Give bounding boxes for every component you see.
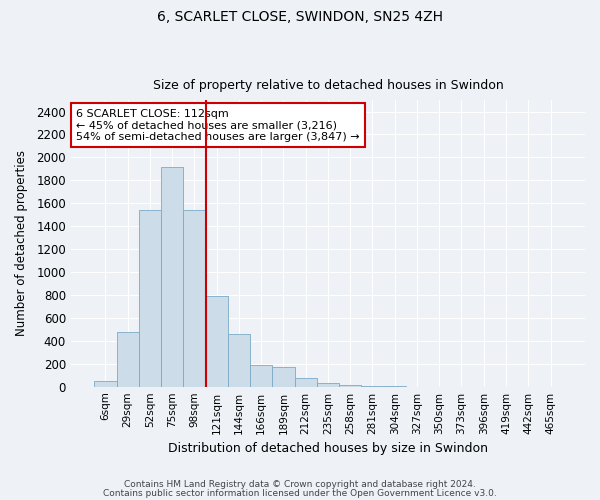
Bar	[184, 210, 206, 386]
Bar	[295, 378, 317, 386]
X-axis label: Distribution of detached houses by size in Swindon: Distribution of detached houses by size …	[168, 442, 488, 455]
Text: Contains public sector information licensed under the Open Government Licence v3: Contains public sector information licen…	[103, 489, 497, 498]
Bar	[161, 166, 184, 386]
Bar	[228, 334, 250, 386]
Bar	[250, 366, 272, 386]
Bar	[116, 332, 139, 386]
Bar	[272, 366, 295, 386]
Bar	[339, 384, 361, 386]
Bar	[139, 210, 161, 386]
Bar	[206, 296, 228, 386]
Text: 6, SCARLET CLOSE, SWINDON, SN25 4ZH: 6, SCARLET CLOSE, SWINDON, SN25 4ZH	[157, 10, 443, 24]
Bar	[317, 383, 339, 386]
Title: Size of property relative to detached houses in Swindon: Size of property relative to detached ho…	[152, 79, 503, 92]
Text: Contains HM Land Registry data © Crown copyright and database right 2024.: Contains HM Land Registry data © Crown c…	[124, 480, 476, 489]
Text: 6 SCARLET CLOSE: 112sqm
← 45% of detached houses are smaller (3,216)
54% of semi: 6 SCARLET CLOSE: 112sqm ← 45% of detache…	[76, 108, 360, 142]
Y-axis label: Number of detached properties: Number of detached properties	[15, 150, 28, 336]
Bar	[94, 381, 116, 386]
